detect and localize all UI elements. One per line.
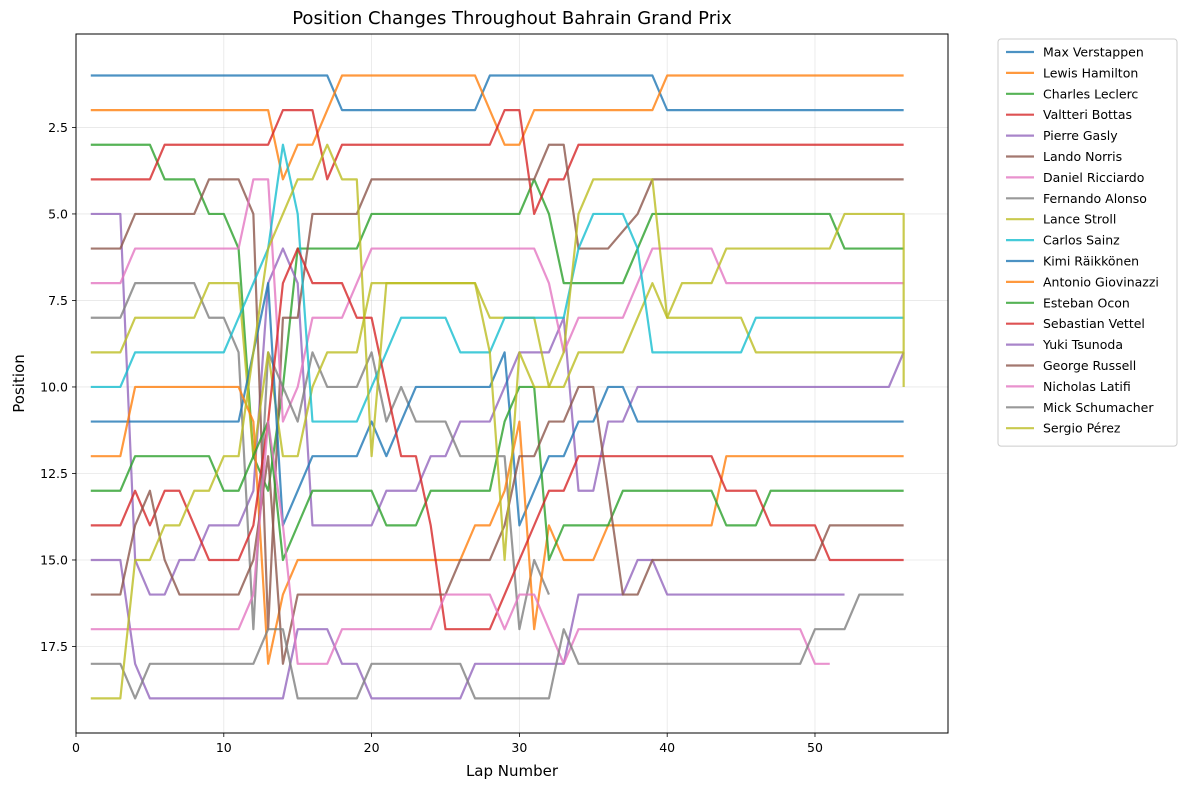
series-line [90, 212, 905, 596]
legend-entry-label: George Russell [1043, 358, 1136, 373]
x-tick-label: 10 [216, 740, 232, 755]
y-tick-label: 17.5 [40, 639, 68, 654]
series-line [90, 143, 904, 631]
legend-entry-label: Fernando Alonso [1043, 191, 1147, 206]
legend-entry-label: Nicholas Latifi [1043, 379, 1131, 394]
x-tick-label: 50 [807, 740, 823, 755]
series-lines [90, 74, 905, 700]
legend-entry-label: Kimi Räikkönen [1043, 254, 1139, 269]
legend-box [997, 38, 1178, 447]
x-tick-label: 30 [511, 740, 527, 755]
legend-entry-label: Lance Stroll [1043, 212, 1116, 227]
legend-entry-label: Carlos Sainz [1043, 233, 1120, 248]
legend: Max Verstappen Lewis Hamilton Charles Lecl… [997, 38, 1178, 447]
legend-entry-label: Max Verstappen [1043, 45, 1144, 60]
legend-entry-label: Valtteri Bottas [1043, 107, 1132, 122]
legend-entry-label: Daniel Ricciardo [1043, 170, 1144, 185]
y-axis-label: Position [10, 354, 28, 412]
x-tick-label: 20 [364, 740, 380, 755]
x-tick-label: 0 [72, 740, 80, 755]
series-line [90, 247, 904, 631]
legend-entry-label: Esteban Ocon [1043, 295, 1130, 310]
legend-entry-label: Antonio Giovinazzi [1043, 274, 1159, 289]
legend-entry-label: Yuki Tsunoda [1042, 337, 1123, 352]
y-tick-label: 2.5 [48, 120, 68, 135]
x-tick-label: 40 [659, 740, 675, 755]
series-line [90, 385, 904, 665]
series-line [90, 385, 904, 562]
plot-frame [75, 33, 949, 734]
series-line [90, 74, 904, 181]
y-tick-label: 10.0 [40, 379, 68, 394]
legend-entry-label: Mick Schumacher [1043, 400, 1154, 415]
x-axis-ticks: 0 10 20 30 40 50 [72, 733, 823, 755]
y-axis-ticks: 2.5 5.0 7.5 10.0 12.5 15.0 17.5 [40, 120, 76, 654]
series-line [90, 74, 904, 112]
series-line [90, 109, 904, 216]
series-line [90, 143, 905, 700]
legend-entry-label: Sebastian Vettel [1043, 316, 1145, 331]
series-line [90, 178, 904, 423]
legend-entry-label: Lando Norris [1043, 149, 1122, 164]
series-line [90, 385, 904, 665]
y-tick-label: 12.5 [40, 466, 68, 481]
legend-entry-label: Pierre Gasly [1043, 128, 1118, 143]
x-axis-label: Lap Number [466, 762, 559, 780]
series-line [90, 143, 904, 423]
y-tick-label: 15.0 [40, 552, 68, 567]
y-tick-label: 7.5 [48, 293, 68, 308]
series-line [90, 593, 904, 700]
legend-entry-label: Charles Leclerc [1043, 86, 1138, 101]
legend-entry-label: Sergio Pérez [1043, 421, 1121, 436]
chart-title: Position Changes Throughout Bahrain Gran… [292, 8, 732, 29]
y-tick-label: 5.0 [48, 206, 68, 221]
series-line [90, 558, 845, 700]
series-line [90, 282, 904, 527]
legend-entry-label: Lewis Hamilton [1043, 65, 1138, 80]
series-line [90, 420, 830, 665]
